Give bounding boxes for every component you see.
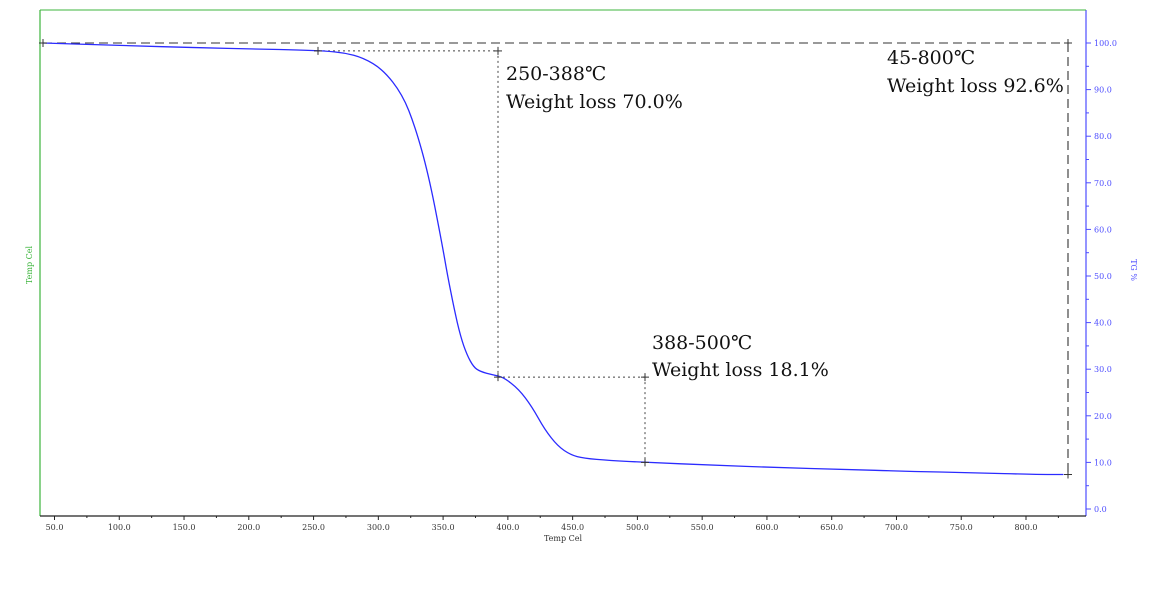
x-tick-label: 650.0 [820, 523, 843, 532]
x-tick-label: 250.0 [302, 523, 325, 532]
y-tick-label: 0.0 [1094, 505, 1107, 514]
y-tick-label: 10.0 [1094, 458, 1112, 467]
annotation-loss-3: Weight loss 92.6% [887, 75, 1064, 97]
annotation-loss-1: Weight loss 70.0% [506, 91, 683, 113]
x-tick-label: 450.0 [561, 523, 584, 532]
y-tick-label: 50.0 [1094, 272, 1112, 281]
y-tick-label: 70.0 [1094, 179, 1112, 188]
y-tick-label: 60.0 [1094, 225, 1112, 234]
x-tick-label: 350.0 [432, 523, 455, 532]
x-tick-label: 500.0 [626, 523, 649, 532]
y-tick-label: 80.0 [1094, 132, 1112, 141]
x-tick-label: 800.0 [1015, 523, 1038, 532]
annotation-range-1: 250-388℃ [506, 63, 606, 85]
x-tick-label: 50.0 [46, 523, 64, 532]
x-axis-title: Temp Cel [544, 534, 583, 543]
y-tick-label: 90.0 [1094, 86, 1112, 95]
x-tick-label: 100.0 [108, 523, 131, 532]
x-tick-label: 550.0 [691, 523, 714, 532]
x-tick-label: 150.0 [173, 523, 196, 532]
x-tick-label: 700.0 [885, 523, 908, 532]
annotation-loss-2: Weight loss 18.1% [652, 359, 829, 381]
y-tick-label: 100.0 [1094, 39, 1117, 48]
left-axis-title: Temp Cel [25, 246, 34, 285]
x-axis-ticks: 50.0 100.0 150.0 200.0 250.0 300.0 350.0 400.0 4… [46, 516, 1059, 532]
y-tick-label: 30.0 [1094, 365, 1112, 374]
x-tick-label: 600.0 [755, 523, 778, 532]
marker-crosses [39, 39, 1072, 479]
x-tick-label: 400.0 [496, 523, 519, 532]
y-tick-label: 40.0 [1094, 319, 1112, 328]
annotation-range-2: 388-500℃ [652, 332, 752, 354]
x-tick-label: 200.0 [237, 523, 260, 532]
right-axis-title: TG % [1129, 259, 1138, 281]
y-axis-ticks: 0.0 10.0 20.0 30.0 40.0 50.0 60.0 70.0 80.0 90.0 1… [1086, 39, 1117, 514]
x-tick-label: 300.0 [367, 523, 390, 532]
annotation-range-3: 45-800℃ [887, 47, 975, 69]
annotation-guides [43, 42, 1069, 475]
x-tick-label: 750.0 [950, 523, 973, 532]
tg-curve-line [42, 42, 1064, 476]
y-tick-label: 20.0 [1094, 412, 1112, 421]
